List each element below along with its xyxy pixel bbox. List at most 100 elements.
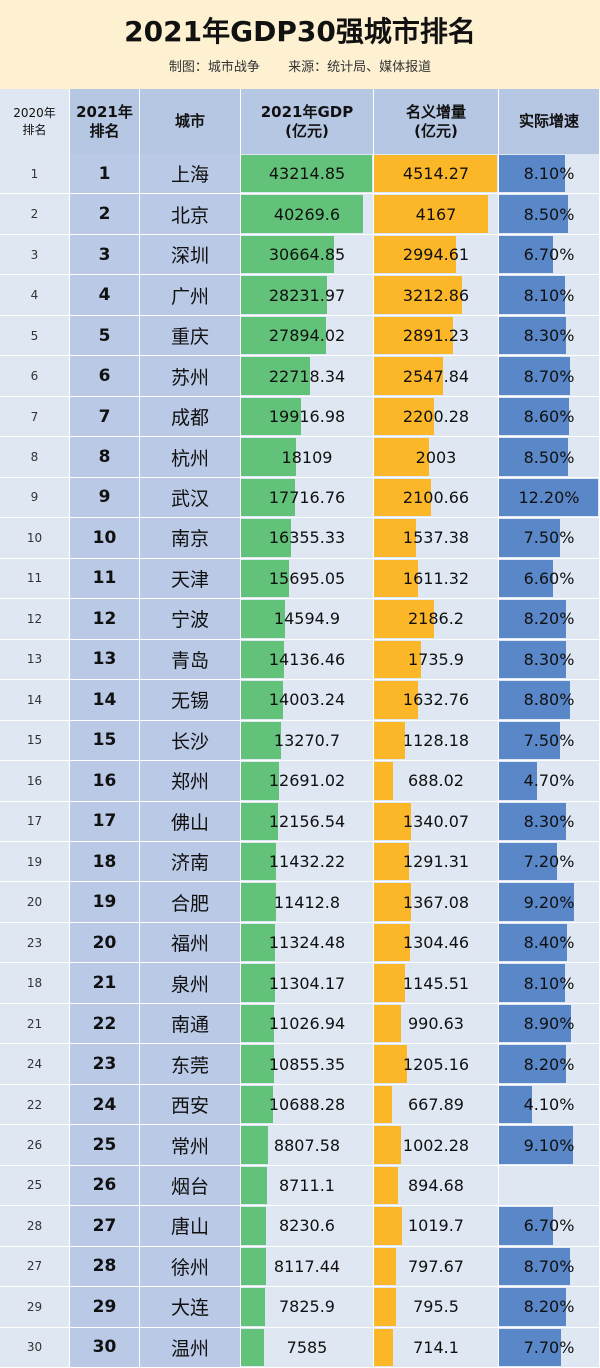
rate-bar bbox=[499, 1288, 566, 1326]
gdp-cell: 27894.02 bbox=[241, 315, 374, 357]
rate-cell: 7.20% bbox=[499, 841, 600, 883]
rank-2021-label: 9 bbox=[98, 487, 111, 508]
gdp-bar bbox=[241, 964, 276, 1002]
rate-bar bbox=[499, 640, 567, 679]
rate-bar bbox=[499, 276, 565, 314]
increase-bar bbox=[374, 883, 412, 921]
city-name: 南通 bbox=[170, 1014, 209, 1037]
increase-bar bbox=[374, 1085, 393, 1124]
increase-value-label: 1367.08 bbox=[402, 892, 470, 912]
rate-value-label: 4.10% bbox=[523, 1095, 575, 1115]
increase-cell: 894.68 bbox=[374, 1165, 499, 1207]
rank-2020-cell: 19 bbox=[0, 841, 70, 883]
gdp-bar bbox=[241, 802, 278, 840]
gdp-cell: 22718.34 bbox=[241, 356, 374, 397]
gdp-bar bbox=[241, 762, 280, 800]
gdp-bar bbox=[241, 276, 327, 314]
city-cell: 济南 bbox=[140, 841, 241, 883]
increase-cell: 1002.28 bbox=[374, 1125, 499, 1166]
gdp-cell: 14594.9 bbox=[241, 599, 374, 640]
gdp-value-label: 16355.33 bbox=[268, 528, 346, 548]
rank-2021-cell: 8 bbox=[70, 437, 140, 478]
gdp-cell: 7585 bbox=[241, 1327, 374, 1368]
rate-value-label: 8.10% bbox=[523, 164, 575, 184]
city-name: 佛山 bbox=[170, 811, 209, 834]
rank-2021-label: 20 bbox=[92, 932, 117, 953]
increase-bar bbox=[374, 316, 453, 355]
increase-bar bbox=[374, 235, 456, 274]
gdp-cell: 7825.9 bbox=[241, 1287, 374, 1328]
increase-bar bbox=[374, 397, 434, 436]
rank-2021-label: 11 bbox=[92, 568, 117, 589]
increase-cell: 1367.08 bbox=[374, 882, 499, 923]
rate-cell: 8.10% bbox=[499, 154, 600, 195]
increase-bar bbox=[374, 1328, 394, 1367]
city-name: 北京 bbox=[170, 204, 209, 227]
increase-bar bbox=[374, 600, 434, 638]
table-row: 28 27 唐山 8230.6 1019.7 6.70% bbox=[0, 1206, 600, 1247]
table-row: 14 14 无锡 14003.24 1632.76 8.80% bbox=[0, 680, 600, 721]
table-row: 19 18 济南 11432.22 1291.31 7.20% bbox=[0, 841, 600, 883]
rate-bar bbox=[499, 964, 565, 1002]
rank-2021-cell: 20 bbox=[70, 922, 140, 964]
rate-bar bbox=[499, 802, 567, 840]
rank-2021-cell: 14 bbox=[70, 680, 140, 721]
city-name: 福州 bbox=[170, 933, 209, 956]
gdp-bar bbox=[241, 1288, 265, 1326]
table-row: 4 4 广州 28231.97 3212.86 8.10% bbox=[0, 275, 600, 316]
header-city: 城市 bbox=[140, 89, 241, 154]
table-row: 16 16 郑州 12691.02 688.02 4.70% bbox=[0, 761, 600, 802]
increase-cell: 1128.18 bbox=[374, 720, 499, 762]
gdp-value-label: 8711.1 bbox=[279, 1175, 335, 1195]
gdp-value-label: 43214.85 bbox=[268, 164, 346, 184]
table-row: 11 11 天津 15695.05 1611.32 6.60% bbox=[0, 558, 600, 600]
rank-2021-cell: 26 bbox=[70, 1165, 140, 1207]
gdp-bar bbox=[241, 438, 296, 476]
rank-2021-label: 7 bbox=[98, 406, 111, 427]
gdp-value-label: 11432.22 bbox=[268, 852, 346, 872]
city-name: 温州 bbox=[170, 1337, 209, 1360]
table-row: 9 9 武汉 17716.76 2100.66 12.20% bbox=[0, 477, 600, 519]
gdp-value-label: 28231.97 bbox=[268, 285, 346, 305]
city-cell: 北京 bbox=[140, 194, 241, 235]
table-row: 10 10 南京 16355.33 1537.38 7.50% bbox=[0, 518, 600, 559]
gdp-value-label: 22718.34 bbox=[268, 366, 346, 386]
table-row: 30 30 温州 7585 714.1 7.70% bbox=[0, 1327, 600, 1368]
rate-value-label: 8.10% bbox=[523, 973, 575, 993]
city-cell: 无锡 bbox=[140, 680, 241, 721]
gdp-cell: 11412.8 bbox=[241, 882, 374, 923]
rate-value-label bbox=[499, 1166, 599, 1205]
city-name: 南京 bbox=[170, 528, 209, 551]
city-name: 东莞 bbox=[170, 1054, 209, 1077]
gdp-value-label: 17716.76 bbox=[268, 487, 346, 507]
rate-value-label: 8.50% bbox=[523, 447, 575, 467]
rank-2020-label: 11 bbox=[26, 571, 43, 586]
rank-2021-label: 29 bbox=[92, 1296, 117, 1317]
increase-value-label: 1304.46 bbox=[402, 933, 470, 953]
gdp-value-label: 12156.54 bbox=[268, 811, 346, 831]
city-cell: 唐山 bbox=[140, 1206, 241, 1247]
rank-2020-cell: 4 bbox=[0, 275, 70, 316]
increase-value-label: 795.5 bbox=[413, 1297, 459, 1317]
gdp-value-label: 11026.94 bbox=[268, 1014, 346, 1034]
table-row: 2 2 北京 40269.6 4167 8.50% bbox=[0, 194, 600, 235]
gdp-cell: 11304.17 bbox=[241, 963, 374, 1004]
rank-2021-cell: 30 bbox=[70, 1327, 140, 1368]
increase-bar bbox=[374, 964, 406, 1002]
city-name: 武汉 bbox=[170, 487, 209, 510]
city-cell: 重庆 bbox=[140, 315, 241, 357]
increase-value-label: 2100.66 bbox=[402, 487, 470, 507]
increase-bar bbox=[374, 1166, 399, 1205]
rank-2020-cell: 8 bbox=[0, 437, 70, 478]
rank-2020-cell: 16 bbox=[0, 761, 70, 802]
gdp-value-label: 7825.9 bbox=[279, 1297, 335, 1317]
increase-cell: 1304.46 bbox=[374, 922, 499, 964]
rate-bar bbox=[499, 1085, 533, 1124]
rank-2021-cell: 7 bbox=[70, 396, 140, 438]
title-banner: 2021年GDP30强城市排名 制图：城市战争 来源：统计局、媒体报道 bbox=[0, 0, 600, 90]
increase-value-label: 714.1 bbox=[413, 1337, 459, 1357]
gdp-bar bbox=[241, 842, 276, 881]
increase-bar bbox=[374, 155, 497, 193]
increase-value-label: 3212.86 bbox=[402, 285, 470, 305]
rank-2021-label: 1 bbox=[98, 163, 111, 184]
